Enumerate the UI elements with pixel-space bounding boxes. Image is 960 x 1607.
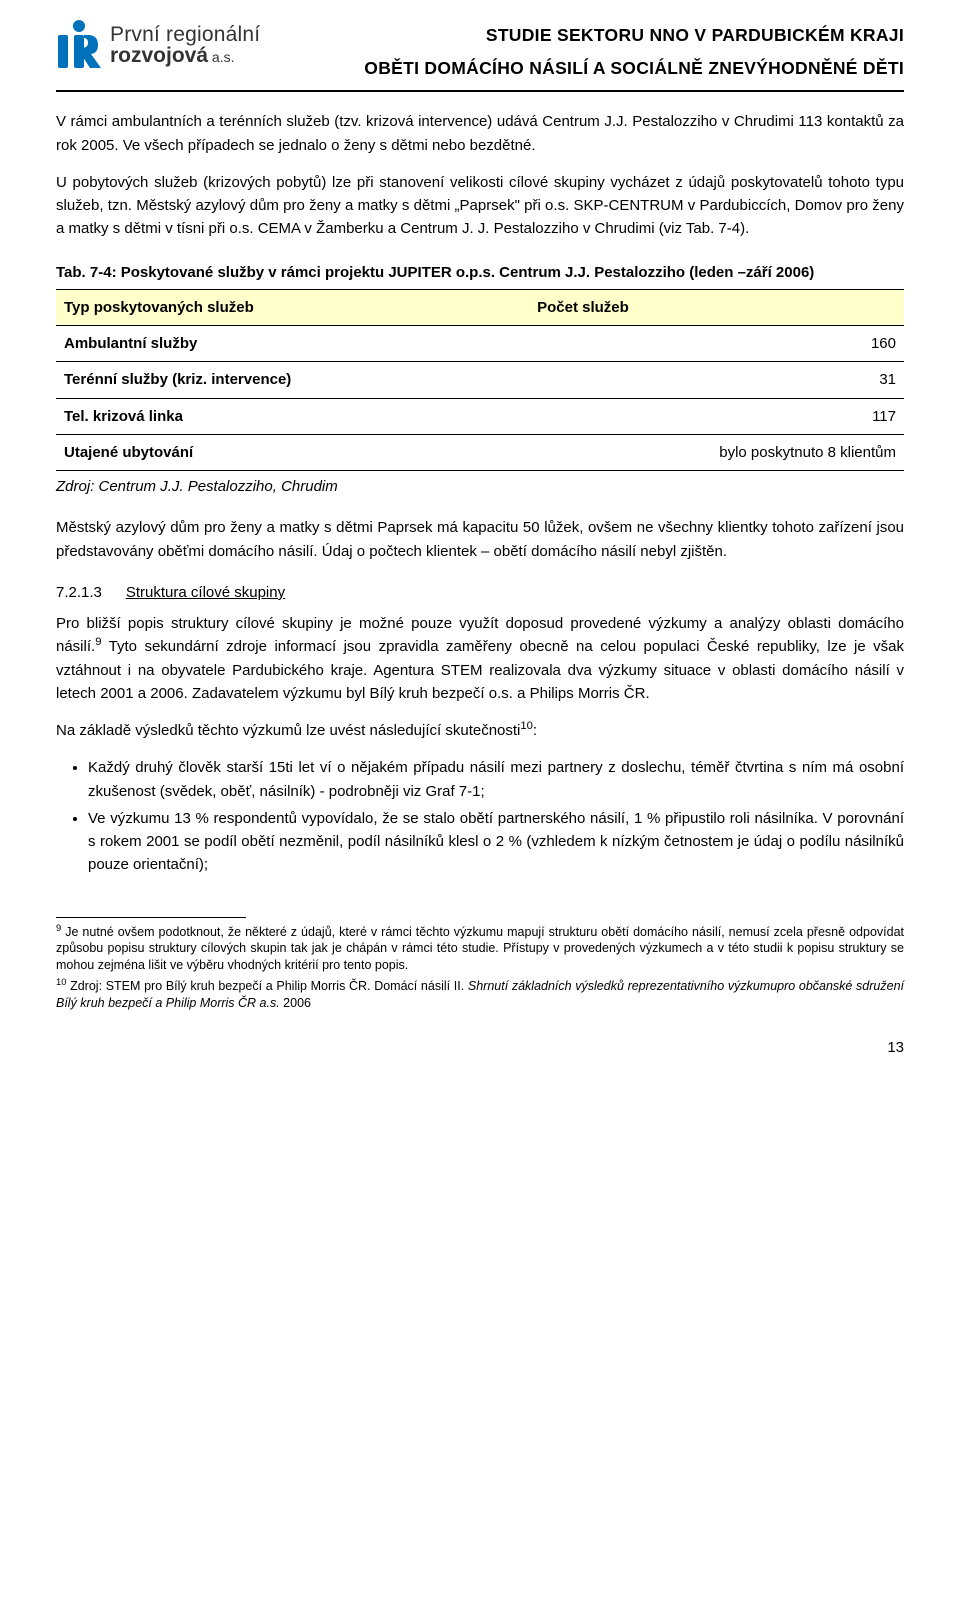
table-cell-label: Terénní služby (kriz. intervence) xyxy=(56,362,529,398)
table-header-right: Počet služeb xyxy=(529,289,904,325)
table-row: Utajené ubytování bylo poskytnuto 8 klie… xyxy=(56,434,904,470)
paragraph: V rámci ambulantních a terénních služeb … xyxy=(56,110,904,157)
list-item: Ve výzkumu 13 % respondentů vypovídalo, … xyxy=(88,807,904,877)
logo-text: První regionální rozvojová a.s. xyxy=(110,24,260,66)
services-table: Typ poskytovaných služeb Počet služeb Am… xyxy=(56,289,904,471)
header-title-line2: OBĚTI DOMÁCÍHO NÁSILÍ A SOCIÁLNĚ ZNEVÝHO… xyxy=(276,55,904,82)
logo-line2: rozvojová a.s. xyxy=(110,45,260,66)
paragraph: U pobytových služeb (krizových pobytů) l… xyxy=(56,171,904,241)
footnote: 10 Zdroj: STEM pro Bílý kruh bezpečí a P… xyxy=(56,978,904,1012)
logo-mark-icon xyxy=(56,20,102,70)
header-title: STUDIE SEKTORU NNO V PARDUBICKÉM KRAJI O… xyxy=(276,20,904,82)
paragraph: Městský azylový dům pro ženy a matky s d… xyxy=(56,516,904,563)
header: První regionální rozvojová a.s. STUDIE S… xyxy=(56,20,904,82)
table-cell-label: Tel. krizová linka xyxy=(56,398,529,434)
logo: První regionální rozvojová a.s. xyxy=(56,20,260,70)
page-number: 13 xyxy=(56,1036,904,1059)
footnote: 9 Je nutné ovšem podotknout, že některé … xyxy=(56,924,904,975)
header-title-line1: STUDIE SEKTORU NNO V PARDUBICKÉM KRAJI xyxy=(276,22,904,49)
footnote-separator xyxy=(56,917,246,918)
list-item: Každý druhý člověk starší 15ti let ví o … xyxy=(88,756,904,803)
paragraph: Pro bližší popis struktury cílové skupin… xyxy=(56,612,904,705)
paragraph: Na základě výsledků těchto výzkumů lze u… xyxy=(56,719,904,742)
table-cell-value: 160 xyxy=(529,326,904,362)
footnote-ref: 10 xyxy=(520,720,533,732)
table-cell-value: bylo poskytnuto 8 klientům xyxy=(529,434,904,470)
table-cell-label: Ambulantní služby xyxy=(56,326,529,362)
table-row: Terénní služby (kriz. intervence) 31 xyxy=(56,362,904,398)
table-row: Tel. krizová linka 117 xyxy=(56,398,904,434)
table-cell-value: 31 xyxy=(529,362,904,398)
table-header-left: Typ poskytovaných služeb xyxy=(56,289,529,325)
subheading-title: Struktura cílové skupiny xyxy=(126,584,285,601)
bullet-list: Každý druhý člověk starší 15ti let ví o … xyxy=(56,756,904,876)
subheading: 7.2.1.3 Struktura cílové skupiny xyxy=(56,581,904,604)
header-rule xyxy=(56,90,904,92)
table-cell-label: Utajené ubytování xyxy=(56,434,529,470)
table-cell-value: 117 xyxy=(529,398,904,434)
table-caption: Tab. 7-4: Poskytované služby v rámci pro… xyxy=(56,263,904,283)
logo-line1: První regionální xyxy=(110,24,260,45)
subheading-number: 7.2.1.3 xyxy=(56,584,102,601)
table-row: Ambulantní služby 160 xyxy=(56,326,904,362)
table-source: Zdroj: Centrum J.J. Pestalozziho, Chrudi… xyxy=(56,475,904,498)
